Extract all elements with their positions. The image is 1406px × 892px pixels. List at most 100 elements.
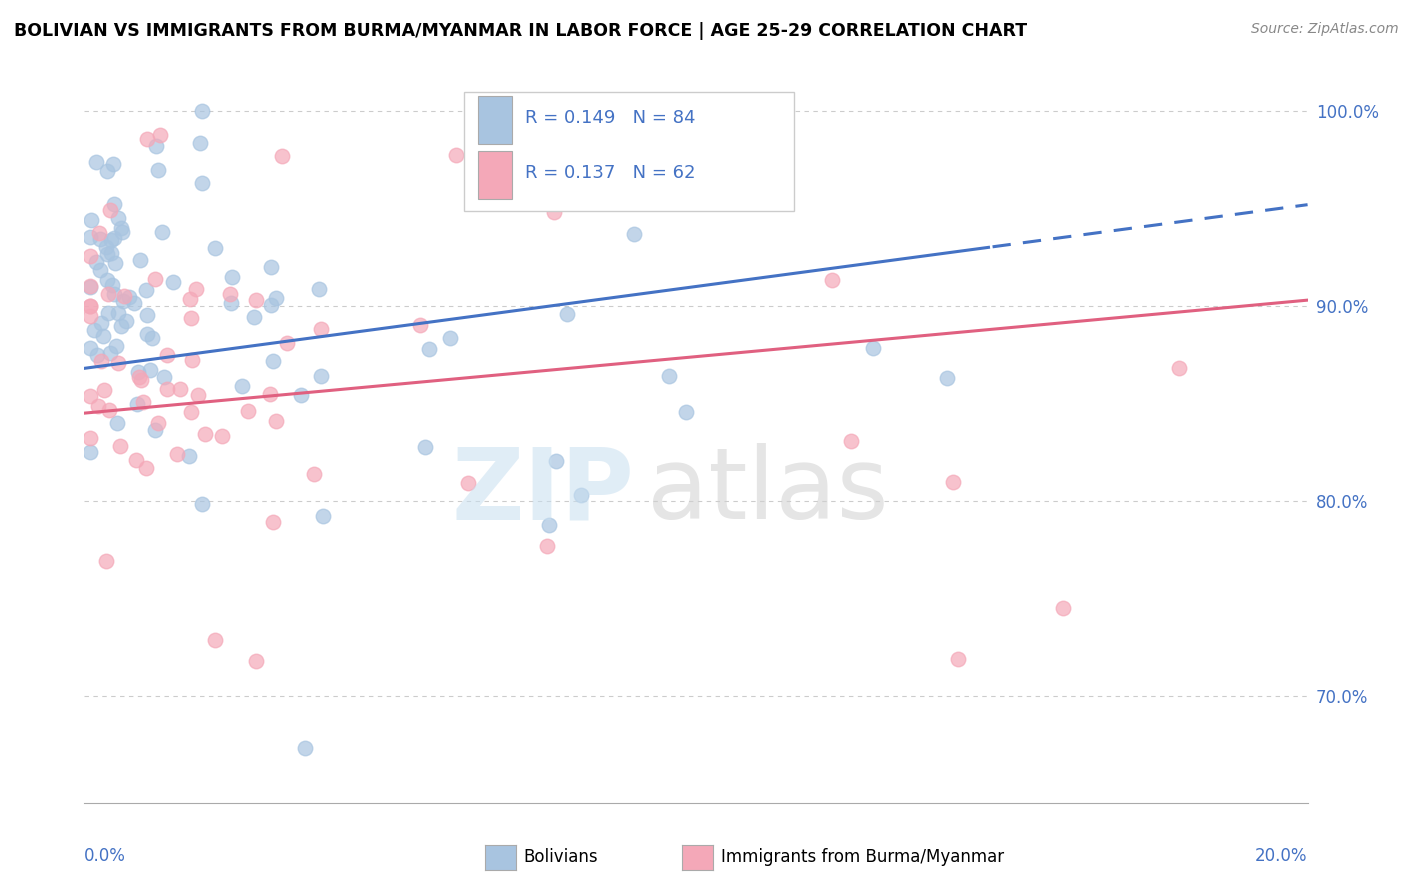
Point — [204, 241, 226, 255]
Point — [308, 282, 330, 296]
FancyBboxPatch shape — [478, 95, 513, 144]
Point — [948, 652, 970, 666]
Point — [152, 225, 174, 239]
Point — [439, 331, 461, 345]
Point — [418, 342, 440, 356]
Point — [264, 414, 287, 428]
Point — [658, 368, 681, 383]
Point — [103, 196, 125, 211]
Point — [107, 306, 129, 320]
Point — [79, 431, 101, 445]
Point — [145, 138, 167, 153]
Point — [83, 323, 105, 337]
Point — [935, 371, 957, 385]
Point — [100, 246, 122, 260]
Point — [238, 403, 260, 417]
Point — [219, 296, 242, 310]
Point — [79, 279, 101, 293]
Point — [89, 232, 111, 246]
Point — [107, 356, 129, 370]
Text: R = 0.149   N = 84: R = 0.149 N = 84 — [524, 109, 695, 127]
Point — [153, 370, 176, 384]
Point — [125, 452, 148, 467]
Point — [103, 287, 125, 301]
Point — [110, 319, 132, 334]
Point — [96, 273, 118, 287]
Point — [188, 136, 211, 150]
Point — [122, 296, 145, 310]
Point — [862, 341, 884, 355]
Point — [149, 128, 172, 142]
Point — [180, 311, 202, 326]
Point — [647, 181, 669, 195]
Point — [221, 270, 243, 285]
Point — [97, 402, 120, 417]
Text: ZIP: ZIP — [451, 443, 636, 541]
Point — [127, 365, 149, 379]
Point — [118, 290, 141, 304]
Point — [186, 282, 208, 296]
Point — [135, 461, 157, 475]
Point — [555, 307, 578, 321]
Point — [129, 373, 152, 387]
Point — [311, 508, 333, 523]
Point — [245, 654, 267, 668]
Point — [294, 741, 316, 756]
Text: Source: ZipAtlas.com: Source: ZipAtlas.com — [1251, 22, 1399, 37]
Point — [1052, 601, 1074, 615]
Point — [536, 540, 558, 554]
Point — [104, 256, 127, 270]
Point — [84, 255, 107, 269]
Point — [260, 298, 283, 312]
Point — [408, 318, 430, 333]
Point — [181, 352, 204, 367]
Point — [129, 252, 152, 267]
Point — [135, 283, 157, 297]
FancyBboxPatch shape — [478, 152, 513, 200]
Text: 0.0%: 0.0% — [84, 847, 127, 865]
Point — [444, 148, 467, 162]
Point — [136, 132, 159, 146]
Point — [86, 348, 108, 362]
Point — [89, 226, 111, 240]
Point — [264, 291, 287, 305]
Point — [271, 149, 294, 163]
Point — [155, 348, 177, 362]
Point — [112, 289, 135, 303]
Point — [148, 163, 170, 178]
Point — [276, 336, 298, 351]
Point — [141, 330, 163, 344]
Point — [96, 164, 118, 178]
Point — [79, 341, 101, 355]
Point — [87, 399, 110, 413]
Point — [93, 384, 115, 398]
Point — [191, 176, 214, 190]
Text: Bolivians: Bolivians — [523, 848, 598, 866]
Point — [942, 475, 965, 490]
Point — [97, 287, 120, 301]
Point — [132, 394, 155, 409]
Point — [143, 424, 166, 438]
Point — [96, 246, 118, 260]
Point — [79, 445, 101, 459]
Point — [166, 447, 188, 461]
Point — [675, 405, 697, 419]
Point — [821, 273, 844, 287]
Point — [194, 427, 217, 442]
Point — [94, 554, 117, 568]
Point — [115, 314, 138, 328]
Point — [543, 205, 565, 219]
Point — [103, 230, 125, 244]
Point — [190, 104, 212, 119]
Point — [139, 363, 162, 377]
Point — [110, 220, 132, 235]
Point — [259, 387, 281, 401]
Point — [79, 279, 101, 293]
Point — [89, 263, 111, 277]
Point — [1167, 361, 1189, 376]
Point — [100, 277, 122, 292]
Point — [125, 397, 148, 411]
Point — [309, 322, 332, 336]
Point — [135, 326, 157, 341]
Point — [98, 202, 121, 217]
